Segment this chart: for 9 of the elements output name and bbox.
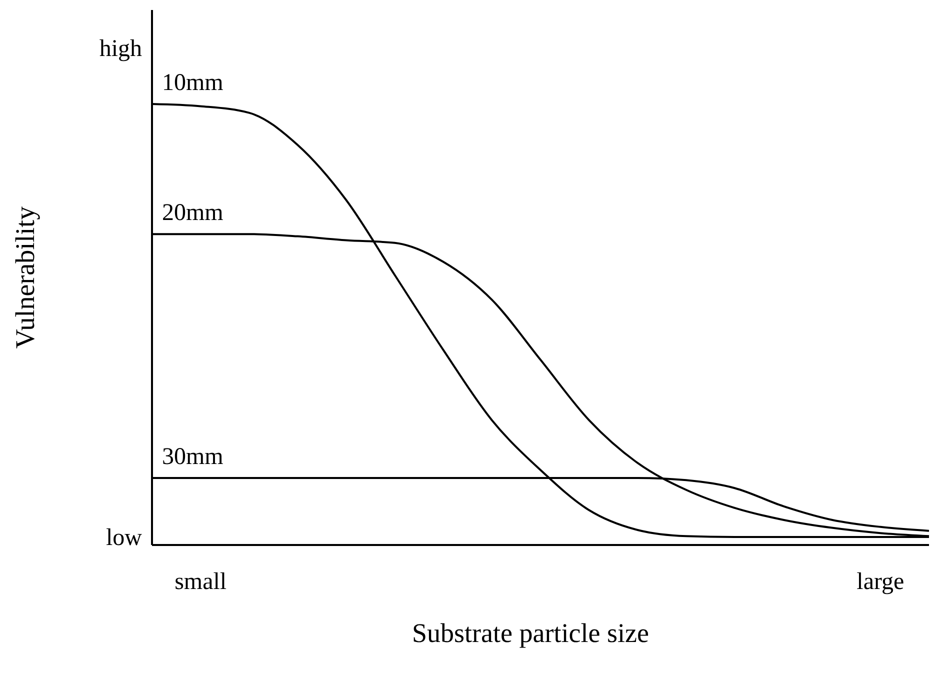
series-label: 10mm <box>162 70 224 96</box>
text: low <box>106 525 143 551</box>
x-tick-label: small <box>174 569 227 595</box>
x-axis-title: Substrate particle size <box>412 618 649 648</box>
series-label: 30mm <box>162 444 224 470</box>
text: high <box>99 36 142 62</box>
y-axis-title: Vulnerability <box>10 206 40 349</box>
series-label: 20mm <box>162 200 224 226</box>
x-tick-label: large <box>856 569 904 595</box>
